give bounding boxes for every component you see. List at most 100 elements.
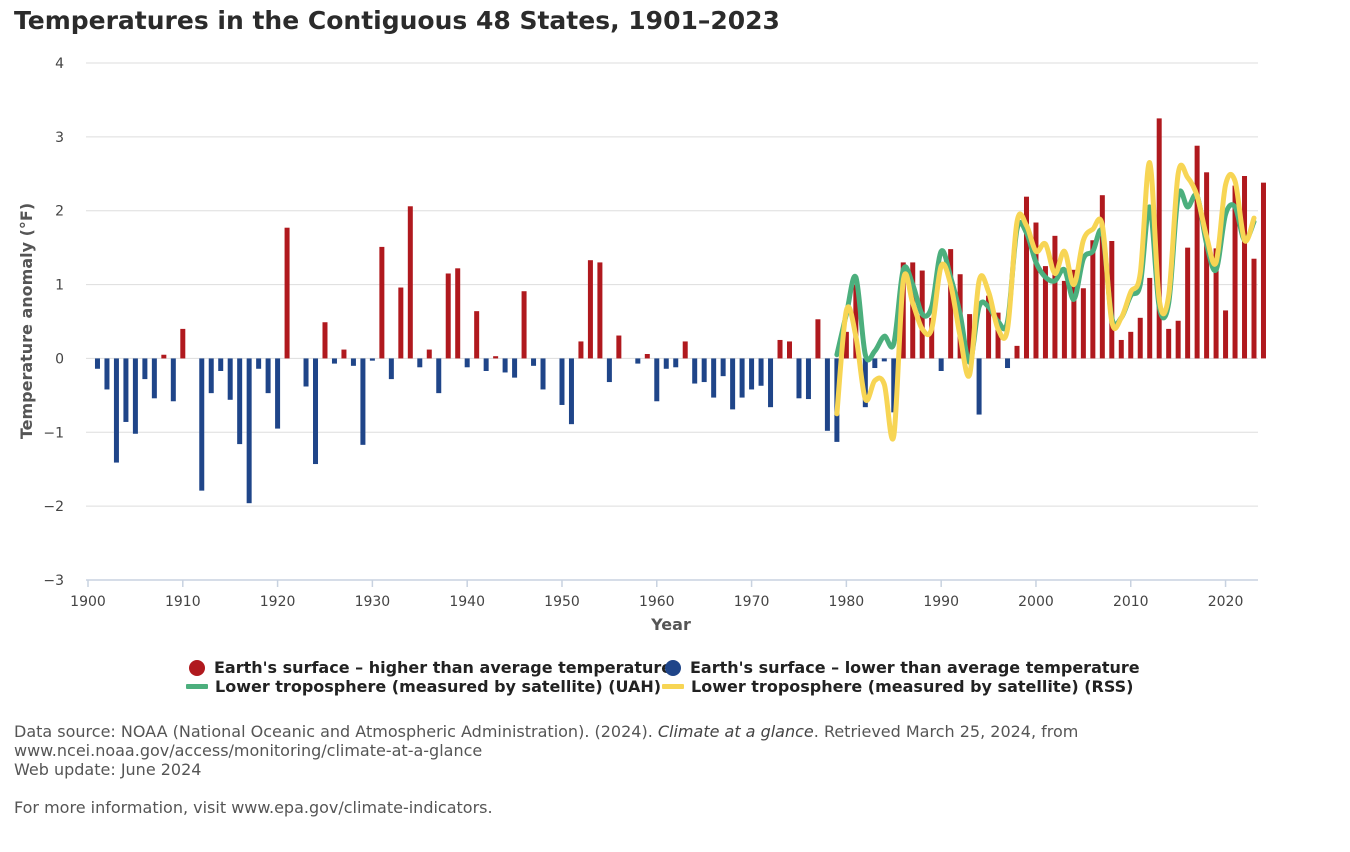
bar-1984[interactable] bbox=[881, 358, 887, 362]
bar-1929[interactable] bbox=[360, 358, 366, 445]
bar-1908[interactable] bbox=[161, 354, 167, 359]
bar-1975[interactable] bbox=[796, 358, 802, 399]
bar-1958[interactable] bbox=[635, 358, 641, 364]
bar-2006[interactable] bbox=[1090, 240, 1096, 359]
bar-1901[interactable] bbox=[94, 358, 100, 369]
bar-1917[interactable] bbox=[246, 358, 252, 504]
bar-1996[interactable] bbox=[995, 312, 1001, 359]
bar-1924[interactable] bbox=[313, 358, 319, 465]
bar-1982[interactable] bbox=[862, 358, 868, 408]
bar-1998[interactable] bbox=[1014, 345, 1020, 359]
bar-2024[interactable] bbox=[1260, 182, 1266, 359]
bar-1964[interactable] bbox=[692, 358, 698, 384]
bar-2011[interactable] bbox=[1137, 317, 1143, 359]
bar-1903[interactable] bbox=[113, 358, 119, 463]
bar-1945[interactable] bbox=[512, 358, 518, 378]
bar-1981[interactable] bbox=[853, 284, 859, 359]
bar-1919[interactable] bbox=[265, 358, 271, 394]
bar-1971[interactable] bbox=[758, 358, 764, 386]
bar-1973[interactable] bbox=[777, 339, 783, 359]
bar-1932[interactable] bbox=[388, 358, 394, 380]
rss-line[interactable] bbox=[834, 160, 1257, 442]
bar-1978[interactable] bbox=[824, 358, 830, 431]
bar-1925[interactable] bbox=[322, 322, 328, 359]
bar-1977[interactable] bbox=[815, 319, 821, 359]
bar-1968[interactable] bbox=[730, 358, 736, 410]
bar-2014[interactable] bbox=[1166, 328, 1172, 359]
bar-1928[interactable] bbox=[350, 358, 356, 366]
bar-1912[interactable] bbox=[199, 358, 205, 491]
bar-1920[interactable] bbox=[275, 358, 281, 429]
bar-1927[interactable] bbox=[341, 349, 347, 359]
bar-1970[interactable] bbox=[749, 358, 755, 390]
bar-1995[interactable] bbox=[986, 295, 992, 359]
bar-1976[interactable] bbox=[805, 358, 811, 400]
bar-1983[interactable] bbox=[872, 358, 878, 369]
bar-1980[interactable] bbox=[843, 331, 849, 359]
bar-2015[interactable] bbox=[1175, 320, 1181, 359]
bar-1962[interactable] bbox=[673, 358, 679, 368]
bar-1902[interactable] bbox=[104, 358, 110, 390]
bar-1991[interactable] bbox=[948, 249, 954, 359]
bar-1954[interactable] bbox=[597, 262, 603, 359]
bar-1950[interactable] bbox=[559, 358, 565, 405]
bar-2022[interactable] bbox=[1242, 176, 1248, 359]
bar-1930[interactable] bbox=[369, 358, 375, 361]
bar-2023[interactable] bbox=[1251, 258, 1257, 359]
bar-1963[interactable] bbox=[682, 341, 688, 359]
bar-1956[interactable] bbox=[616, 335, 622, 359]
bar-1960[interactable] bbox=[654, 358, 660, 402]
bar-2021[interactable] bbox=[1232, 185, 1238, 359]
bar-1909[interactable] bbox=[170, 358, 176, 402]
bar-1946[interactable] bbox=[521, 291, 527, 359]
bar-1943[interactable] bbox=[493, 356, 499, 359]
legend-item-rss[interactable]: Lower troposphere (measured by satellite… bbox=[662, 677, 1133, 696]
bar-1966[interactable] bbox=[711, 358, 717, 398]
bar-1972[interactable] bbox=[768, 358, 774, 408]
bar-2016[interactable] bbox=[1185, 247, 1191, 359]
bar-1999[interactable] bbox=[1023, 196, 1029, 359]
bar-1993[interactable] bbox=[967, 314, 973, 359]
legend-item-above[interactable]: Earth's surface – higher than average te… bbox=[189, 658, 672, 677]
bar-1916[interactable] bbox=[237, 358, 243, 445]
bar-1994[interactable] bbox=[976, 358, 982, 415]
bar-1906[interactable] bbox=[142, 358, 148, 380]
bar-1915[interactable] bbox=[227, 358, 233, 400]
bar-1921[interactable] bbox=[284, 227, 290, 359]
bar-1940[interactable] bbox=[464, 358, 470, 368]
bar-2013[interactable] bbox=[1156, 118, 1162, 359]
bar-2020[interactable] bbox=[1223, 310, 1229, 359]
bar-1935[interactable] bbox=[417, 358, 423, 368]
bar-1939[interactable] bbox=[455, 268, 461, 359]
bar-1947[interactable] bbox=[531, 358, 537, 366]
bar-1910[interactable] bbox=[180, 328, 186, 359]
bar-1931[interactable] bbox=[379, 246, 385, 359]
bar-1914[interactable] bbox=[218, 358, 224, 371]
bar-2019[interactable] bbox=[1213, 248, 1219, 359]
bar-1907[interactable] bbox=[151, 358, 157, 399]
bar-1969[interactable] bbox=[739, 358, 745, 398]
bar-1961[interactable] bbox=[663, 358, 669, 369]
bar-1938[interactable] bbox=[445, 273, 451, 359]
bar-1965[interactable] bbox=[701, 358, 707, 383]
bar-2018[interactable] bbox=[1204, 172, 1210, 359]
bar-2001[interactable] bbox=[1042, 266, 1048, 359]
bar-2007[interactable] bbox=[1099, 195, 1105, 359]
bar-1974[interactable] bbox=[787, 341, 792, 359]
bar-1904[interactable] bbox=[123, 358, 129, 422]
bar-2012[interactable] bbox=[1147, 277, 1153, 359]
bar-1955[interactable] bbox=[606, 358, 612, 383]
bar-2002[interactable] bbox=[1052, 235, 1058, 359]
bar-1952[interactable] bbox=[578, 341, 584, 359]
bar-1936[interactable] bbox=[426, 349, 432, 359]
bar-1948[interactable] bbox=[540, 358, 546, 390]
bar-1989[interactable] bbox=[929, 317, 935, 359]
bar-1959[interactable] bbox=[644, 354, 650, 359]
bar-1941[interactable] bbox=[474, 311, 480, 359]
legend-item-below[interactable]: Earth's surface – lower than average tem… bbox=[665, 658, 1140, 677]
bar-1937[interactable] bbox=[436, 358, 442, 394]
bar-1926[interactable] bbox=[331, 358, 337, 364]
bar-2004[interactable] bbox=[1071, 269, 1077, 359]
bar-2005[interactable] bbox=[1080, 288, 1086, 359]
uah-line[interactable] bbox=[834, 188, 1257, 365]
